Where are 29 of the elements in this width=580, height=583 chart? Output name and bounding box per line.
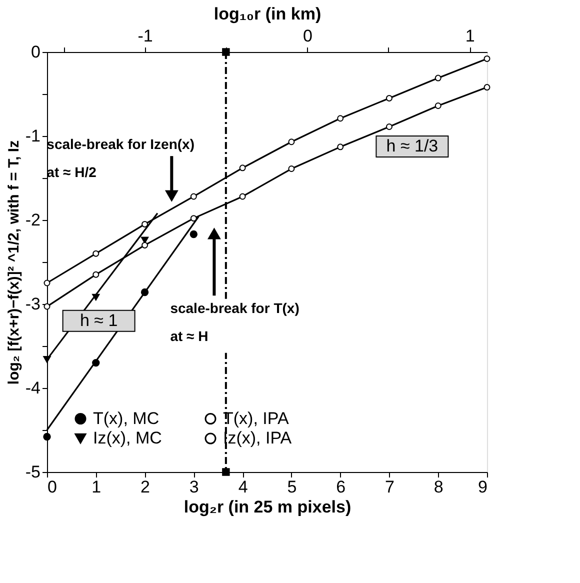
x-tick-label: 5 xyxy=(287,478,297,496)
x2-tick-label: -1 xyxy=(138,26,153,46)
legend-label: T(x), IPA xyxy=(223,408,290,428)
x-tick-label: 6 xyxy=(336,478,346,496)
x-tick-label: 9 xyxy=(478,478,488,496)
y-axis-title: log₂ [f(x+r)−f(x)]² ^1/2, with f = T, Iz xyxy=(5,140,22,385)
y-tick-label: -3 xyxy=(25,294,40,314)
y-tick-label: -4 xyxy=(25,378,40,398)
x2-tick-label: 1 xyxy=(465,26,475,46)
x-tick-label: 3 xyxy=(189,478,199,496)
y-tick-label: -5 xyxy=(25,462,40,482)
x-tick-label: 4 xyxy=(238,478,248,496)
x-tick-label: 1 xyxy=(92,478,102,496)
legend-label: Iz(x), IPA xyxy=(223,428,292,448)
x2-tick-label: 0 xyxy=(302,26,312,46)
legend-label: Iz(x), MC xyxy=(93,428,162,448)
x-tick-label: 7 xyxy=(384,478,394,496)
x-tick-label: 2 xyxy=(140,478,150,496)
y-tick-label: -1 xyxy=(25,126,40,146)
y-tick-label: 0 xyxy=(31,42,40,62)
x-tick-label: 0 xyxy=(48,478,57,496)
x-axis-title: log₂r (in 25 m pixels) xyxy=(184,498,352,516)
legend-label: T(x), MC xyxy=(93,408,160,428)
annotation: h ≈ 1 xyxy=(80,310,118,330)
annotation: h ≈ 1/3 xyxy=(386,136,438,156)
annotation: scale-break for T(x) at ≈ H xyxy=(170,300,300,344)
x2-axis-title: log₁₀r (in km) xyxy=(214,4,322,24)
x-tick-label: 8 xyxy=(434,478,444,496)
y-tick-label: -2 xyxy=(25,210,40,230)
